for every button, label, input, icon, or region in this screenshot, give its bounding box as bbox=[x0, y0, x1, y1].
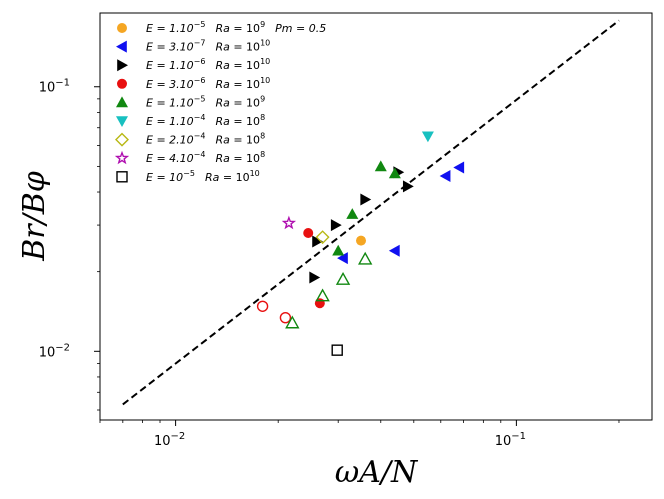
data-point-hollow bbox=[285, 315, 300, 329]
x-tick-label: 10−2 bbox=[154, 431, 185, 449]
legend-label: E = 10−5 Ra = 1010 bbox=[146, 169, 260, 184]
data-point bbox=[332, 244, 345, 256]
data-point bbox=[303, 228, 314, 239]
data-point bbox=[439, 169, 451, 182]
legend-label: E = 1.10−6 Ra = 1010 bbox=[146, 57, 270, 72]
y-tick-label: 10−1 bbox=[39, 78, 70, 96]
data-point bbox=[360, 193, 372, 206]
data-point bbox=[374, 160, 387, 172]
legend-label: E = 2.10−4 Ra = 108 bbox=[146, 132, 265, 147]
legend-marker bbox=[115, 132, 129, 147]
plot-frame bbox=[99, 12, 653, 421]
y-tick-label: 10−2 bbox=[39, 342, 70, 360]
data-point-hollow bbox=[357, 251, 373, 265]
legend-label: E = 4.10−4 Ra = 108 bbox=[146, 150, 265, 165]
y-axis-label: Br/Bφ bbox=[17, 171, 52, 262]
x-axis-label: ωA/N bbox=[335, 455, 419, 490]
fit-line bbox=[122, 19, 620, 406]
data-point-hollow bbox=[279, 311, 292, 324]
data-point-hollow bbox=[315, 230, 330, 245]
legend-label: E = 1.10−5 Ra = 109 Pm = 0.5 bbox=[146, 20, 326, 35]
legend-marker bbox=[117, 59, 128, 72]
legend-marker bbox=[116, 116, 128, 127]
data-points bbox=[256, 131, 465, 356]
legend: E = 1.10−5 Ra = 109 Pm = 0.5 E = 3.10−7 Ra =… bbox=[114, 20, 326, 184]
data-point-hollow bbox=[281, 215, 297, 230]
data-point-hollow bbox=[315, 288, 330, 302]
data-point-hollow bbox=[335, 271, 351, 285]
data-point-hollow bbox=[331, 344, 343, 356]
data-point bbox=[337, 252, 348, 265]
data-point bbox=[330, 219, 342, 232]
data-point bbox=[421, 131, 434, 143]
legend-label: E = 3.10−6 Ra = 1010 bbox=[146, 76, 270, 91]
legend-label: E = 1.10−4 Ra = 108 bbox=[146, 113, 265, 128]
legend-label: E = 1.10−5 Ra = 109 bbox=[146, 94, 265, 109]
data-point bbox=[356, 235, 367, 246]
data-point bbox=[388, 167, 401, 179]
x-tick-label: 10−1 bbox=[495, 431, 526, 449]
data-point-hollow bbox=[256, 300, 269, 312]
legend-marker bbox=[116, 96, 128, 108]
axis-ticks: 10−2 10−1 10−2 10−1 bbox=[39, 78, 620, 449]
data-point bbox=[388, 244, 400, 257]
legend-marker bbox=[117, 23, 127, 33]
legend-marker bbox=[116, 40, 127, 53]
legend-marker bbox=[117, 78, 127, 89]
data-point bbox=[402, 180, 414, 193]
data-point bbox=[309, 271, 321, 284]
data-point bbox=[312, 235, 324, 248]
legend-label: E = 3.10−7 Ra = 1010 bbox=[146, 39, 270, 54]
data-point bbox=[453, 161, 465, 174]
legend-marker bbox=[114, 150, 130, 165]
legend-marker bbox=[116, 171, 128, 183]
data-point bbox=[346, 208, 359, 219]
fit-line-group bbox=[122, 19, 620, 406]
data-point bbox=[314, 298, 325, 309]
